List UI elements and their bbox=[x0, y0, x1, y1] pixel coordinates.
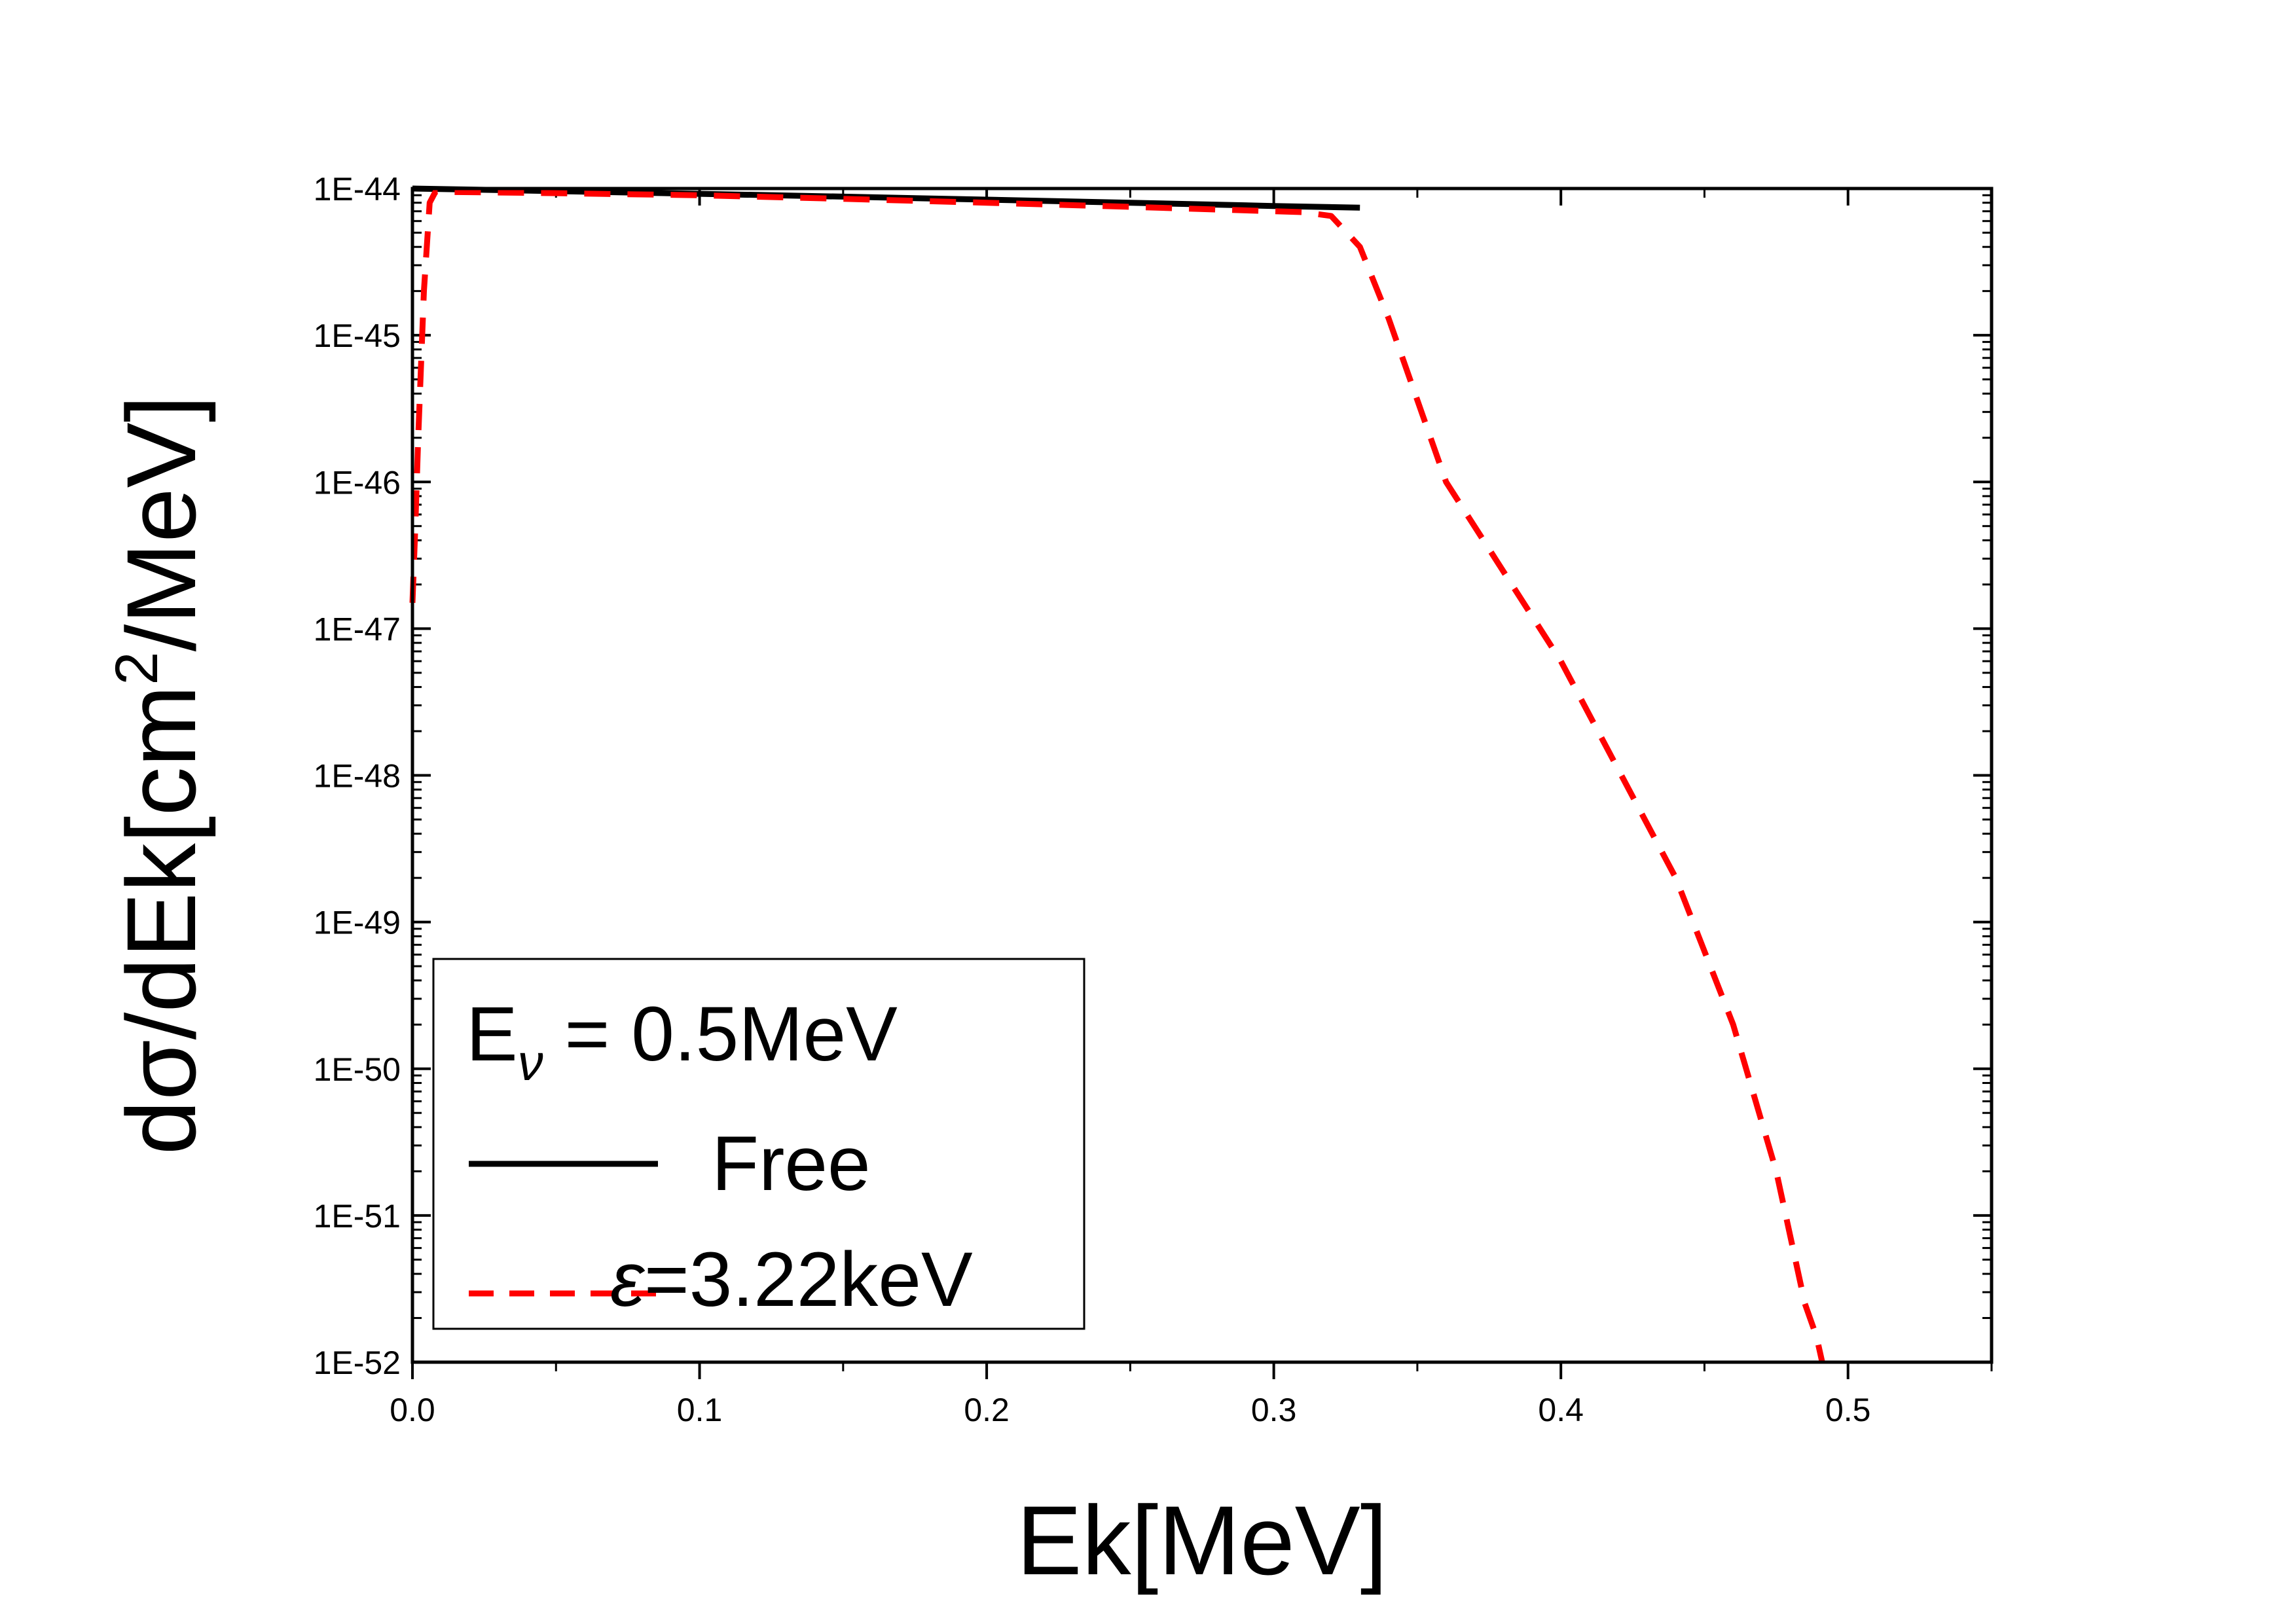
y-axis-title: dσ/dEk[cm2/MeV] bbox=[103, 395, 216, 1155]
y-tick-label: 1E-46 bbox=[314, 464, 401, 501]
plot-frame bbox=[410, 187, 1994, 1364]
legend-header-rest: = 0.5MeV bbox=[543, 991, 898, 1077]
x-tick-label: 0.4 bbox=[1538, 1392, 1584, 1428]
x-tick-label: 0.1 bbox=[677, 1392, 723, 1428]
legend-box bbox=[432, 958, 1085, 1330]
legend-header: Eν = 0.5MeV bbox=[466, 991, 898, 1091]
x-axis-title: Ek[MeV] bbox=[1017, 1485, 1388, 1595]
y-axis-title-superscript: 2 bbox=[103, 651, 170, 685]
series-line-epsilon bbox=[409, 189, 1825, 1363]
y-axis-title-rest: /MeV] bbox=[106, 395, 216, 652]
y-tick-label: 1E-48 bbox=[314, 758, 401, 795]
legend-header-subscript: ν bbox=[518, 1034, 543, 1091]
y-tick-label: 1E-47 bbox=[314, 611, 401, 647]
y-axis-title-main: dσ/dEk[cm bbox=[106, 685, 216, 1155]
legend-label-epsilon: ε=3.22keV bbox=[610, 1236, 973, 1323]
y-tick-labels: 1E-44 1E-45 1E-46 1E-47 1E-48 1E-49 1E-50 1E-51… bbox=[314, 171, 401, 1381]
x-tick-label: 0.2 bbox=[964, 1392, 1010, 1428]
series-line-free bbox=[412, 185, 1360, 211]
y-tick-label: 1E-49 bbox=[314, 905, 401, 941]
y-tick-label: 1E-51 bbox=[314, 1198, 401, 1235]
x-tick-label: 0.5 bbox=[1825, 1392, 1871, 1428]
y-tick-label: 1E-45 bbox=[314, 317, 401, 354]
legend: Eν = 0.5MeV Free ε=3.22keV bbox=[432, 958, 1085, 1330]
y-tick-label: 1E-52 bbox=[314, 1344, 401, 1381]
series-layer bbox=[409, 185, 1825, 1363]
x-tick-label: 0.3 bbox=[1251, 1392, 1297, 1428]
y-tick-label: 1E-50 bbox=[314, 1051, 401, 1088]
legend-label-epsilon-symbol: ε bbox=[610, 1236, 646, 1323]
x-tick-label: 0.0 bbox=[390, 1392, 435, 1428]
x-tick-labels: 0.0 0.1 0.2 0.3 0.4 0.5 bbox=[390, 1392, 1870, 1428]
legend-header-e: E bbox=[466, 991, 518, 1077]
legend-label-free: Free bbox=[712, 1121, 871, 1207]
legend-label-epsilon-rest: =3.22keV bbox=[644, 1236, 973, 1323]
y-tick-label: 1E-44 bbox=[314, 171, 401, 208]
